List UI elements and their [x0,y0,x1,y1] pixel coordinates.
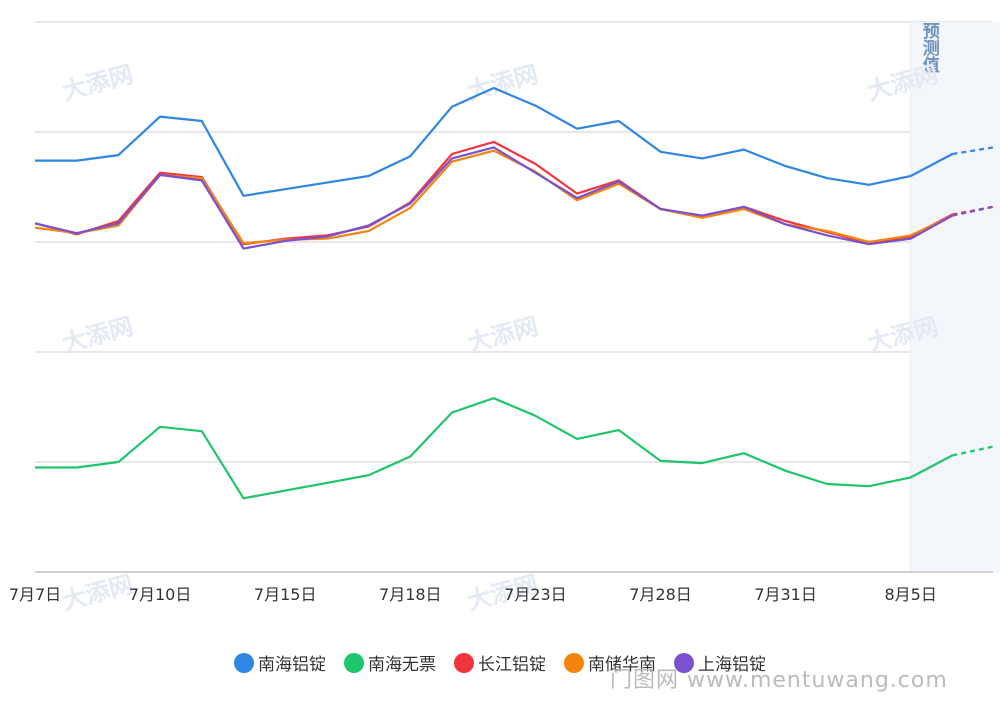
x-axis-ticks: 7月7日 7月10日 7月15日 7月18日 7月23日 7月28日 7月31日 8月5日 [9,571,993,604]
series-line [35,86,953,197]
legend-label: 南海铝锭 [258,655,326,675]
legend-item[interactable]: 南海铝锭 [234,650,326,675]
watermark-text: 大添网 [464,60,541,106]
forecast-line [952,445,994,457]
legend-marker [234,652,254,673]
watermark-text: 大添网 [59,312,136,358]
legend-marker [564,652,584,673]
legend-item[interactable]: 长江铝锭 [454,650,546,675]
forecast-line [952,146,994,156]
x-tick-label: 7月23日 [504,585,567,604]
legend: 南海铝锭 南海无票 长江铝锭 南储华南 上海铝锭 [0,650,1000,675]
series-line [34,146,953,250]
series-line [35,397,953,500]
legend-marker [344,652,364,673]
legend-item[interactable]: 上海铝锭 [674,650,766,675]
legend-marker [674,652,694,673]
legend-label: 上海铝锭 [698,655,766,675]
forecast-region [910,22,1000,572]
watermark-text: 大添网 [59,60,136,106]
forecast-line [952,205,994,217]
series-line [34,140,953,246]
footer-watermark: 门图网 www.mentuwang.com [610,668,948,693]
legend-item[interactable]: 南储华南 [564,650,656,675]
forecast-label: 预测值 [919,22,940,74]
x-tick-label: 7月15日 [254,585,317,604]
x-tick-label: 7月7日 [9,585,61,604]
x-tick-label: 7月10日 [129,585,192,604]
series-layer [34,86,994,500]
legend-marker [454,652,474,673]
watermark-text: 大添网 [59,570,136,616]
watermark-text: 大添网 [464,312,541,358]
x-tick-label: 7月28日 [629,585,692,604]
legend-label: 南海无票 [368,655,436,675]
legend-label: 长江铝锭 [478,655,546,675]
legend-label: 南储华南 [588,655,656,675]
legend-item[interactable]: 南海无票 [344,650,436,675]
x-tick-label: 8月5日 [885,585,937,604]
x-tick-label: 7月31日 [754,585,817,604]
x-tick-label: 7月18日 [379,585,442,604]
series-line [34,149,953,245]
grid-lines [35,21,993,573]
